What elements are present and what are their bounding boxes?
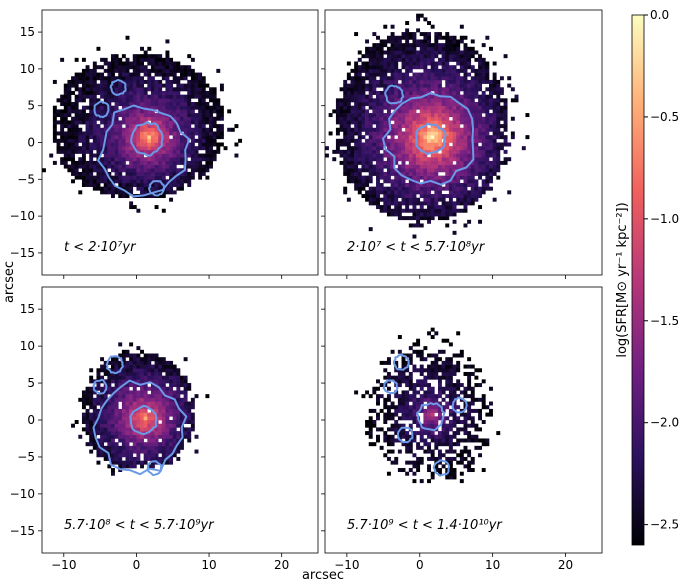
axis-ticks: −10 0 10 20 — [321, 308, 573, 572]
contour-line — [105, 355, 124, 375]
colorbar-label: log(SFR[M⊙ yr⁻¹ kpc⁻²]) — [615, 202, 630, 357]
y-tick-label: −5 — [17, 450, 35, 464]
panel-3: −10 0 10 20 −15 −10 −5 0 5 10 15 5.7·10⁸ < t < 5.7·… — [10, 286, 319, 572]
panels: −15 −10 −5 0 5 10 15 t < 2·10⁷yr 2·10⁷ < t < 5.7… — [10, 9, 603, 572]
panel-label: t < 2·10⁷yr — [64, 240, 137, 255]
colorbar-gradient — [631, 14, 645, 546]
contour-line — [148, 180, 166, 197]
y-tick-label: −10 — [10, 209, 35, 223]
contour-line — [384, 84, 405, 105]
contour-line — [146, 460, 163, 477]
contour-line — [392, 353, 410, 371]
colorbar-tick-label: 0.0 — [650, 8, 669, 22]
y-tick-label: 10 — [20, 339, 35, 353]
contour-line — [415, 122, 447, 156]
y-tick-label: 15 — [20, 25, 35, 39]
panel-1: −15 −10 −5 0 5 10 15 t < 2·10⁷yr — [10, 9, 319, 279]
x-tick-label: 0 — [416, 558, 424, 572]
x-tick-label: 20 — [274, 558, 289, 572]
colorbar: 0.0 −0.5 −1.0 −1.5 −2.0 −2.5 log(SFR[M⊙ yr⁻¹ … — [615, 8, 679, 546]
contour-line — [396, 426, 414, 444]
colorbar-ticks: 0.0 −0.5 −1.0 −1.5 −2.0 −2.5 — [644, 8, 679, 532]
y-tick-label: 0 — [27, 136, 35, 150]
panel-label: 5.7·10⁸ < t < 5.7·10⁹yr — [64, 518, 215, 533]
panel-2: 2·10⁷ < t < 5.7·10⁸yr — [321, 9, 603, 279]
y-tick-label: 0 — [27, 413, 35, 427]
colorbar-tick-label: −2.5 — [650, 518, 679, 532]
x-tick-label: −10 — [51, 558, 76, 572]
x-tick-label: 0 — [133, 558, 141, 572]
x-axis-label: arcsec — [302, 568, 344, 583]
colorbar-tick-label: −1.5 — [650, 314, 679, 328]
y-tick-label: −15 — [10, 524, 35, 538]
x-tick-label: 10 — [485, 558, 500, 572]
contour-line — [382, 379, 399, 395]
x-tick-label: −10 — [334, 558, 359, 572]
axis-ticks: −15 −10 −5 0 5 10 15 — [10, 25, 283, 279]
y-tick-label: −5 — [17, 172, 35, 186]
y-tick-label: 15 — [20, 302, 35, 316]
y-tick-label: −15 — [10, 246, 35, 260]
x-tick-label: 10 — [201, 558, 216, 572]
contour-line — [130, 121, 164, 157]
y-tick-label: 5 — [27, 376, 35, 390]
colorbar-tick-label: −0.5 — [650, 110, 679, 124]
y-tick-label: −10 — [10, 487, 35, 501]
colorbar-tick-label: −1.0 — [650, 212, 679, 226]
axis-ticks: −10 0 10 20 −15 −10 −5 0 5 10 15 — [10, 302, 290, 572]
contour-line — [416, 402, 446, 432]
contour-line — [92, 378, 108, 395]
y-axis-label: arcsec — [2, 261, 17, 303]
y-tick-label: 5 — [27, 99, 35, 113]
contour-line — [451, 396, 468, 414]
contour-line — [129, 404, 158, 436]
heatmap-pixels — [42, 35, 243, 213]
y-tick-label: 10 — [20, 62, 35, 76]
axis-ticks — [321, 31, 566, 279]
contour-line — [382, 92, 475, 186]
panel-label: 5.7·10⁹ < t < 1.4·10¹⁰yr — [347, 518, 503, 533]
colorbar-tick-label: −2.0 — [650, 416, 679, 430]
x-tick-label: 20 — [558, 558, 573, 572]
contour-line — [109, 78, 127, 96]
panel-label: 2·10⁷ < t < 5.7·10⁸yr — [347, 240, 486, 255]
contour-line — [432, 459, 451, 477]
panel-4: −10 0 10 20 5.7·10⁹ < t < 1.4·10¹⁰yr — [321, 286, 603, 572]
contour-line — [93, 100, 110, 118]
